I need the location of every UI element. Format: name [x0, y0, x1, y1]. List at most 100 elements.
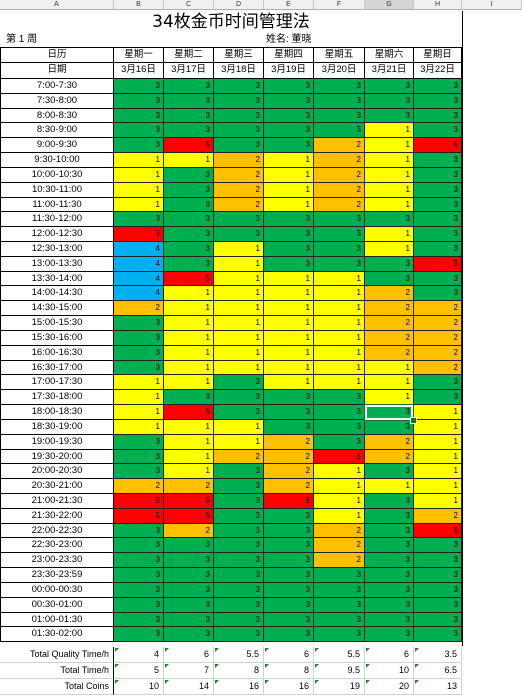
coin-cell[interactable]: 3 — [314, 227, 365, 242]
coin-cell[interactable]: 3 — [264, 242, 314, 257]
summary-value[interactable]: 9.5 — [314, 663, 365, 679]
coin-cell[interactable]: 1 — [164, 375, 214, 390]
summary-value[interactable]: 16 — [214, 679, 264, 695]
coin-cell[interactable]: 3 — [414, 538, 462, 553]
coin-cell[interactable]: 1 — [414, 464, 462, 479]
summary-value[interactable]: 5 — [114, 663, 164, 679]
coin-cell[interactable]: 2 — [365, 435, 414, 450]
coin-cell[interactable]: 1 — [365, 242, 414, 257]
coin-cell[interactable]: 3 — [264, 598, 314, 613]
coin-cell[interactable]: 3 — [214, 94, 264, 109]
coin-cell[interactable]: 3 — [314, 598, 365, 613]
coin-cell[interactable]: 1 — [365, 390, 414, 405]
coin-cell[interactable]: 1 — [314, 464, 365, 479]
coin-cell[interactable]: 3 — [214, 138, 264, 153]
coin-cell[interactable]: 5 — [164, 138, 214, 153]
coin-cell[interactable]: 2 — [114, 479, 164, 494]
coin-cell[interactable]: 1 — [164, 331, 214, 346]
coin-cell[interactable]: 2 — [264, 479, 314, 494]
summary-value[interactable]: 3.5 — [414, 647, 462, 663]
coin-cell[interactable]: 3 — [365, 553, 414, 568]
coin-cell[interactable]: 3 — [164, 242, 214, 257]
summary-value[interactable]: 6 — [164, 647, 214, 663]
coin-cell[interactable]: 3 — [114, 346, 164, 361]
coin-cell[interactable]: 3 — [264, 405, 314, 420]
coin-cell[interactable]: 3 — [114, 538, 164, 553]
coin-cell[interactable]: 3 — [264, 390, 314, 405]
coin-cell[interactable]: 3 — [214, 494, 264, 509]
coin-cell[interactable]: 3 — [214, 375, 264, 390]
coin-cell[interactable]: 3 — [314, 212, 365, 227]
coin-cell[interactable]: 3 — [214, 598, 264, 613]
coin-cell[interactable]: 3 — [414, 123, 462, 138]
coin-cell[interactable]: 3 — [414, 272, 462, 286]
coin-cell[interactable]: 1 — [314, 375, 365, 390]
coin-cell[interactable]: 1 — [414, 420, 462, 435]
coin-cell[interactable]: 2 — [164, 524, 214, 538]
coin-cell[interactable]: 2 — [264, 464, 314, 479]
coin-cell[interactable]: 3 — [314, 257, 365, 272]
coin-cell[interactable]: 3 — [164, 79, 214, 94]
coin-cell[interactable]: 2 — [264, 435, 314, 450]
summary-value[interactable]: 6 — [365, 647, 414, 663]
coin-cell[interactable]: 3 — [414, 227, 462, 242]
summary-value[interactable]: 19 — [314, 679, 365, 695]
coin-cell[interactable]: 3 — [414, 94, 462, 109]
coin-cell[interactable]: 3 — [164, 390, 214, 405]
summary-value[interactable]: 13 — [414, 679, 462, 695]
coin-cell[interactable]: 4 — [114, 242, 164, 257]
coin-cell[interactable]: 2 — [214, 450, 264, 464]
coin-cell[interactable]: 3 — [214, 509, 264, 524]
coin-cell[interactable]: 3 — [164, 257, 214, 272]
coin-cell[interactable]: 1 — [214, 257, 264, 272]
coin-cell[interactable]: 3 — [314, 390, 365, 405]
coin-cell[interactable]: 2 — [414, 331, 462, 346]
coin-cell[interactable]: 1 — [164, 286, 214, 301]
coin-cell[interactable]: 3 — [214, 479, 264, 494]
coin-cell[interactable]: 3 — [114, 123, 164, 138]
coin-cell[interactable]: 3 — [414, 242, 462, 257]
coin-cell[interactable]: 3 — [114, 598, 164, 613]
coin-cell[interactable]: 1 — [365, 361, 414, 375]
coin-cell[interactable]: 1 — [114, 405, 164, 420]
summary-value[interactable]: 20 — [365, 679, 414, 695]
coin-cell[interactable]: 2 — [214, 183, 264, 198]
coin-cell[interactable]: 2 — [314, 538, 365, 553]
coin-cell[interactable]: 5 — [414, 524, 462, 538]
coin-cell[interactable]: 5 — [264, 494, 314, 509]
coin-cell[interactable]: 3 — [264, 553, 314, 568]
coin-cell[interactable]: 1 — [264, 272, 314, 286]
coin-cell[interactable]: 1 — [214, 361, 264, 375]
coin-cell[interactable]: 1 — [314, 346, 365, 361]
coin-cell[interactable]: 4 — [114, 272, 164, 286]
coin-cell[interactable]: 3 — [414, 153, 462, 168]
column-header-b[interactable]: B — [114, 0, 164, 10]
coin-cell[interactable]: 3 — [164, 598, 214, 613]
coin-cell[interactable]: 3 — [114, 583, 164, 598]
coin-cell[interactable]: 1 — [414, 479, 462, 494]
coin-cell[interactable]: 2 — [214, 153, 264, 168]
coin-cell[interactable]: 3 — [164, 168, 214, 183]
coin-cell[interactable]: 5 — [114, 509, 164, 524]
coin-cell[interactable]: 1 — [314, 479, 365, 494]
column-header-a[interactable]: A — [0, 0, 114, 10]
coin-cell[interactable]: 5 — [164, 272, 214, 286]
coin-cell[interactable]: 3 — [164, 109, 214, 123]
coin-cell[interactable]: 3 — [414, 286, 462, 301]
coin-cell[interactable]: 3 — [114, 212, 164, 227]
coin-cell[interactable]: 3 — [214, 405, 264, 420]
coin-cell[interactable]: 3 — [214, 464, 264, 479]
coin-cell[interactable]: 2 — [314, 524, 365, 538]
coin-cell[interactable]: 3 — [314, 583, 365, 598]
coin-cell[interactable]: 3 — [164, 212, 214, 227]
coin-cell[interactable]: 3 — [414, 168, 462, 183]
coin-cell[interactable]: 3 — [214, 524, 264, 538]
coin-cell[interactable]: 3 — [365, 494, 414, 509]
coin-cell[interactable]: 3 — [414, 627, 462, 642]
coin-cell[interactable]: 3 — [365, 272, 414, 286]
coin-cell[interactable]: 3 — [164, 183, 214, 198]
coin-cell[interactable]: 3 — [164, 553, 214, 568]
coin-cell[interactable]: 2 — [414, 509, 462, 524]
coin-cell[interactable]: 5 — [414, 257, 462, 272]
coin-cell[interactable]: 3 — [214, 227, 264, 242]
